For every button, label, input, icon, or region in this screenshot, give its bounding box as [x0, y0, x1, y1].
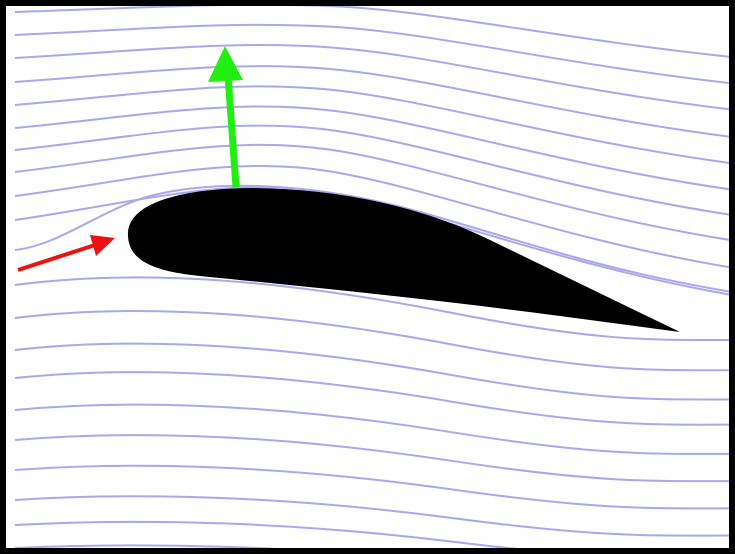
page: (() => { const g = document.getElementBy… [0, 0, 735, 554]
airfoil-diagram [0, 0, 735, 554]
